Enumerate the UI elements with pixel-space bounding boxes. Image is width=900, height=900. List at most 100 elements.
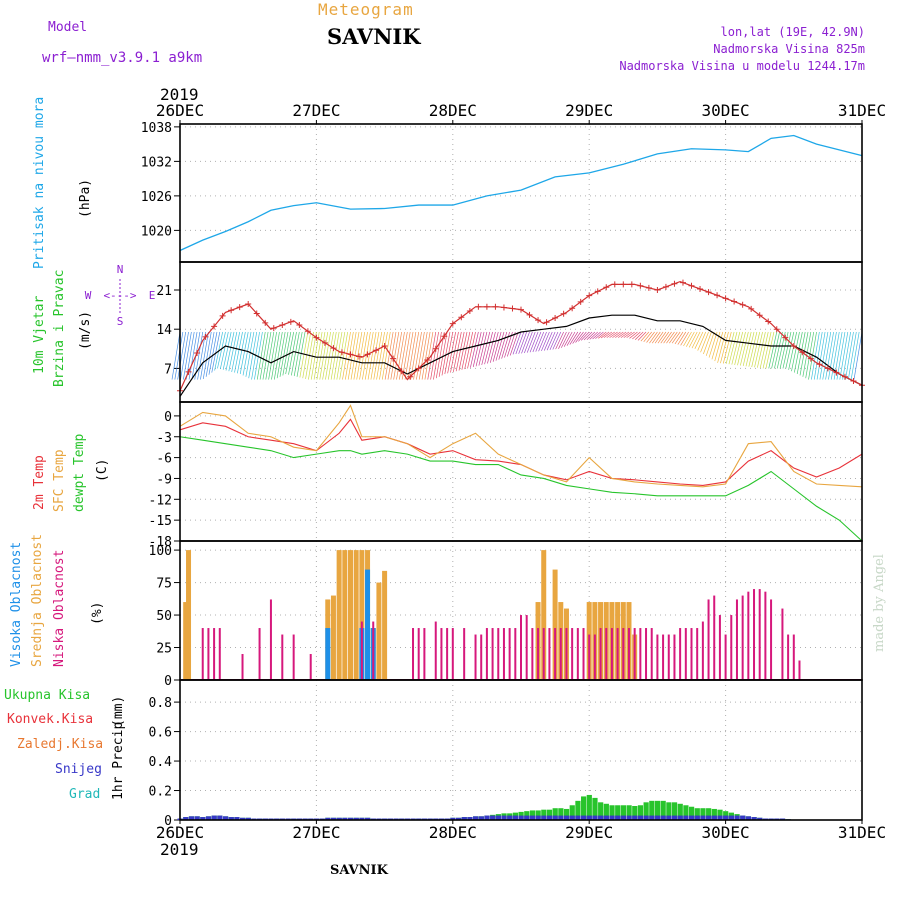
wind-direction-hatch: [521, 331, 530, 354]
precip-total-bar: [626, 805, 632, 820]
y-tick-label: 50: [156, 609, 172, 624]
gust-marker: [543, 319, 550, 326]
gust-marker: [824, 365, 831, 372]
gust-marker: [449, 320, 456, 327]
gust-marker: [321, 339, 328, 346]
wind-direction-hatch: [805, 331, 815, 379]
low-cloud-bar: [662, 634, 665, 680]
date-label-top: 30DEC: [702, 101, 750, 120]
gust-marker: [645, 284, 652, 291]
wind-direction-hatch: [489, 331, 499, 363]
meteogram-label: Meteogram: [318, 0, 414, 19]
gust-marker: [756, 312, 763, 319]
precip-snow-bar: [188, 816, 195, 820]
wind-direction-hatch: [782, 331, 792, 369]
wind-direction-hatch: [427, 331, 437, 380]
wind-direction-hatch: [811, 331, 820, 380]
precip-snow-bar: [734, 815, 740, 820]
low-cloud-bar: [446, 628, 449, 680]
gust-marker: [381, 343, 388, 349]
date-label-bottom: 28DEC: [429, 823, 477, 842]
precip-snow-bar: [518, 815, 524, 820]
precip-total-bar: [615, 805, 621, 820]
wind-direction-hatch: [845, 331, 854, 380]
low-cloud-bar: [525, 615, 528, 680]
wind-direction-hatch: [379, 331, 388, 380]
wind-direction-hatch: [288, 331, 297, 375]
wind-direction-hatch: [276, 331, 286, 379]
wind-direction-hatch: [506, 331, 516, 357]
wind-direction-hatch: [472, 331, 482, 368]
wind-direction-hatch: [694, 331, 704, 349]
wind-direction-hatch: [739, 331, 749, 366]
wind-direction-hatch: [825, 331, 834, 380]
mid-cloud-bar: [541, 550, 547, 680]
wind-direction-hatch: [200, 331, 209, 380]
wind-direction-hatch: [268, 331, 277, 380]
dewpt-line: [179, 436, 863, 542]
gust-marker: [722, 295, 729, 302]
wind-direction-hatch: [615, 331, 624, 338]
date-label-bottom: 29DEC: [565, 823, 613, 842]
wind-direction-hatch: [481, 331, 491, 365]
gust-marker: [620, 281, 627, 288]
gust-marker: [338, 349, 345, 356]
wind-direction-hatch: [319, 331, 329, 380]
precip-total-bar: [632, 806, 638, 820]
precip-snow-bar: [455, 817, 462, 820]
wind-direction-hatch: [217, 331, 226, 369]
gust-marker: [850, 378, 857, 384]
station-title: SAVNIK: [327, 24, 421, 49]
low-cloud-bar: [508, 628, 511, 680]
wind-direction-hatch: [342, 331, 351, 380]
wind-direction-hatch: [640, 331, 650, 342]
precip-snow-bar: [524, 815, 530, 820]
precip-snow-bar: [666, 815, 672, 820]
low-cloud-bar: [207, 628, 210, 680]
wind-direction-hatch: [754, 331, 763, 368]
low-cloud-bar: [690, 628, 693, 680]
wind-direction-hatch: [654, 331, 664, 344]
low-cloud-bar: [582, 628, 585, 680]
wind-direction-hatch: [663, 331, 672, 344]
wind-direction-hatch: [416, 331, 425, 380]
low-cloud-bar: [730, 615, 733, 680]
y-tick-label: 0.2: [149, 785, 172, 800]
precip-snow-bar: [615, 815, 621, 820]
wind-direction-hatch: [265, 331, 275, 380]
wind-direction-hatch: [211, 331, 221, 373]
precip-snow-bar: [586, 815, 592, 820]
wind-direction-hatch: [518, 331, 528, 354]
wind-direction-hatch: [484, 331, 493, 365]
wind-direction-hatch: [271, 331, 280, 380]
low-cloud-bar: [713, 595, 716, 680]
gust-marker: [560, 310, 567, 317]
precip-snow-bar: [330, 817, 337, 820]
precip-snow-bar: [609, 815, 615, 820]
wind-direction-hatch: [830, 331, 840, 380]
precip-snow-bar: [745, 816, 752, 820]
gust-marker: [807, 355, 814, 362]
wind-direction-hatch: [847, 331, 857, 380]
low-cloud-bar: [559, 628, 562, 680]
gust-marker: [603, 284, 610, 291]
low-cloud-bar: [735, 599, 738, 680]
precip-total-bar: [654, 800, 661, 820]
precip-snow-bar: [620, 815, 626, 820]
wind-direction-hatch: [737, 331, 746, 366]
wind-direction-hatch: [742, 331, 752, 367]
legend-snow: Snijeg: [55, 762, 102, 777]
wind-direction-hatch: [617, 331, 627, 338]
wind-direction-hatch: [720, 331, 729, 364]
wind-direction-hatch: [470, 331, 479, 368]
gust-marker: [356, 353, 363, 360]
precip-snow-bar: [677, 815, 683, 820]
gust-marker: [253, 310, 260, 317]
precip-snow-bar: [484, 815, 490, 820]
wind-direction-hatch: [535, 331, 545, 352]
wind-direction-hatch: [171, 331, 181, 380]
wind-direction-hatch: [705, 331, 715, 356]
legend-conv: Konvek.Kisa: [7, 712, 94, 727]
wind-direction-hatch: [256, 331, 266, 380]
mid-cloud-bar: [353, 550, 359, 680]
